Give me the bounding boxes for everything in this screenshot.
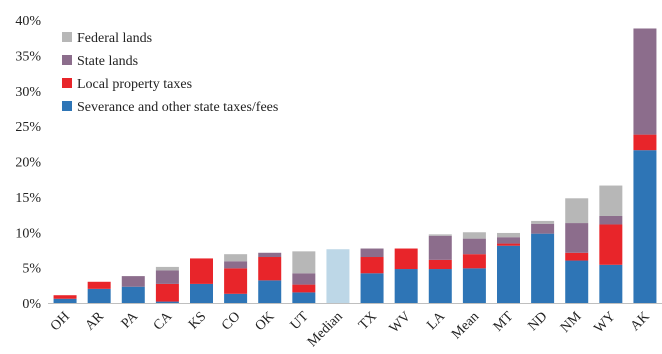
bar-segment-ar-0 bbox=[87, 288, 111, 303]
y-tick-label: 0% bbox=[22, 297, 41, 312]
bar-segment-wy-1 bbox=[599, 224, 623, 265]
bar-segment-mt-3 bbox=[497, 232, 520, 238]
y-tick-label: 25% bbox=[15, 120, 41, 135]
bar-segment-co-1 bbox=[224, 268, 248, 294]
x-tick-label: CO bbox=[219, 309, 243, 333]
bar-segment-tx-2 bbox=[360, 248, 384, 258]
bar-segment-nd-0 bbox=[531, 233, 555, 303]
y-tick-label: 20% bbox=[15, 156, 41, 171]
x-tick-label: LA bbox=[424, 309, 448, 333]
bar-segment-wv-1 bbox=[394, 248, 418, 270]
y-tick-label: 15% bbox=[15, 191, 41, 206]
bar-segment-nd-2 bbox=[531, 223, 555, 234]
bar-segment-co-2 bbox=[224, 261, 248, 269]
bar-segment-ca-2 bbox=[155, 270, 179, 284]
bar-segment-ut-0 bbox=[292, 292, 316, 303]
x-tick-label: NM bbox=[558, 309, 585, 336]
bar-segment-mt-2 bbox=[497, 237, 520, 244]
bar-segment-mean-3 bbox=[462, 232, 486, 239]
y-tick-label: 10% bbox=[15, 226, 41, 241]
x-tick-label: UT bbox=[288, 309, 312, 333]
bar-median bbox=[326, 249, 350, 303]
legend-label: Local property taxes bbox=[77, 77, 192, 92]
bar-segment-oh-0 bbox=[53, 298, 77, 303]
bar-segment-mean-0 bbox=[462, 268, 486, 303]
x-tick-label: ND bbox=[526, 309, 551, 334]
bars-group bbox=[53, 28, 657, 303]
bar-segment-ut-2 bbox=[292, 273, 316, 285]
x-tick-label: AK bbox=[628, 309, 653, 334]
bar-segment-la-1 bbox=[428, 259, 452, 270]
bar-segment-nm-2 bbox=[565, 223, 589, 253]
bar-segment-wy-3 bbox=[599, 185, 623, 216]
bar-segment-la-0 bbox=[428, 269, 452, 303]
bar-segment-tx-1 bbox=[360, 257, 384, 274]
y-tick-label: 5% bbox=[22, 262, 41, 277]
bar-segment-mt-1 bbox=[497, 243, 520, 246]
legend-label: Federal lands bbox=[77, 31, 152, 46]
bar-segment-ok-2 bbox=[258, 252, 282, 258]
x-tick-label: Mean bbox=[449, 309, 482, 342]
y-tick-label: 30% bbox=[15, 85, 41, 100]
bar-segment-oh-1 bbox=[53, 295, 77, 299]
bar-segment-ar-1 bbox=[87, 281, 111, 289]
legend-swatch bbox=[62, 32, 72, 42]
x-tick-label: Median bbox=[305, 309, 346, 350]
bar-segment-la-3 bbox=[428, 234, 452, 236]
bar-segment-ok-1 bbox=[258, 257, 282, 281]
bar-segment-nd-3 bbox=[531, 220, 555, 224]
x-tick-label: AR bbox=[83, 309, 108, 334]
bar-segment-mean-2 bbox=[462, 238, 486, 255]
x-tick-label: OK bbox=[253, 309, 278, 334]
bar-segment-co-3 bbox=[224, 254, 248, 262]
bar-segment-ca-0 bbox=[155, 301, 179, 303]
bar-segment-nm-3 bbox=[565, 198, 589, 224]
x-tick-label: KS bbox=[186, 309, 209, 332]
bar-segment-pa-2 bbox=[121, 276, 145, 287]
bar-segment-nm-0 bbox=[565, 260, 589, 303]
bar-segment-ks-0 bbox=[190, 283, 213, 303]
bar-segment-tx-0 bbox=[360, 273, 384, 303]
bar-segment-ak-2 bbox=[633, 28, 657, 135]
x-tick-label: WY bbox=[592, 309, 619, 336]
bar-segment-wy-2 bbox=[599, 215, 623, 225]
bar-segment-la-2 bbox=[428, 235, 452, 260]
bar-segment-ak-0 bbox=[633, 150, 657, 303]
legend-swatch bbox=[62, 101, 72, 111]
x-tick-label: CA bbox=[151, 309, 176, 334]
bar-segment-ca-3 bbox=[155, 266, 179, 271]
legend-label: State lands bbox=[77, 54, 138, 69]
bar-segment-ut-1 bbox=[292, 284, 316, 293]
bar-segment-co-0 bbox=[224, 293, 248, 303]
x-tick-label: PA bbox=[119, 309, 142, 332]
bar-segment-ok-0 bbox=[258, 280, 282, 303]
x-tick-label: OH bbox=[48, 309, 73, 334]
bar-segment-wv-0 bbox=[394, 269, 418, 303]
legend-swatch bbox=[62, 78, 72, 88]
bar-segment-wy-0 bbox=[599, 264, 623, 303]
legend-swatch bbox=[62, 55, 72, 65]
legend-label: Severance and other state taxes/fees bbox=[77, 100, 278, 115]
legend: Federal lands State lands Local property t… bbox=[62, 31, 278, 115]
y-tick-label: 40% bbox=[15, 14, 41, 29]
bar-segment-nm-1 bbox=[565, 252, 589, 261]
y-tick-label: 35% bbox=[15, 49, 41, 64]
bar-segment-ca-1 bbox=[155, 283, 179, 302]
x-tick-label: WV bbox=[387, 309, 414, 336]
x-tick-label: TX bbox=[356, 309, 380, 333]
bar-segment-mt-0 bbox=[497, 245, 520, 303]
bar-segment-pa-0 bbox=[121, 286, 145, 303]
y-axis: 0% 5% 10% 15% 20% 25% 30% 35% 40% bbox=[15, 14, 41, 312]
bar-segment-ks-1 bbox=[190, 258, 213, 284]
x-tick-label: MT bbox=[491, 309, 517, 335]
bar-segment-ut-3 bbox=[292, 251, 316, 274]
bar-segment-mean-1 bbox=[462, 254, 486, 269]
bar-segment-ak-1 bbox=[633, 134, 657, 151]
